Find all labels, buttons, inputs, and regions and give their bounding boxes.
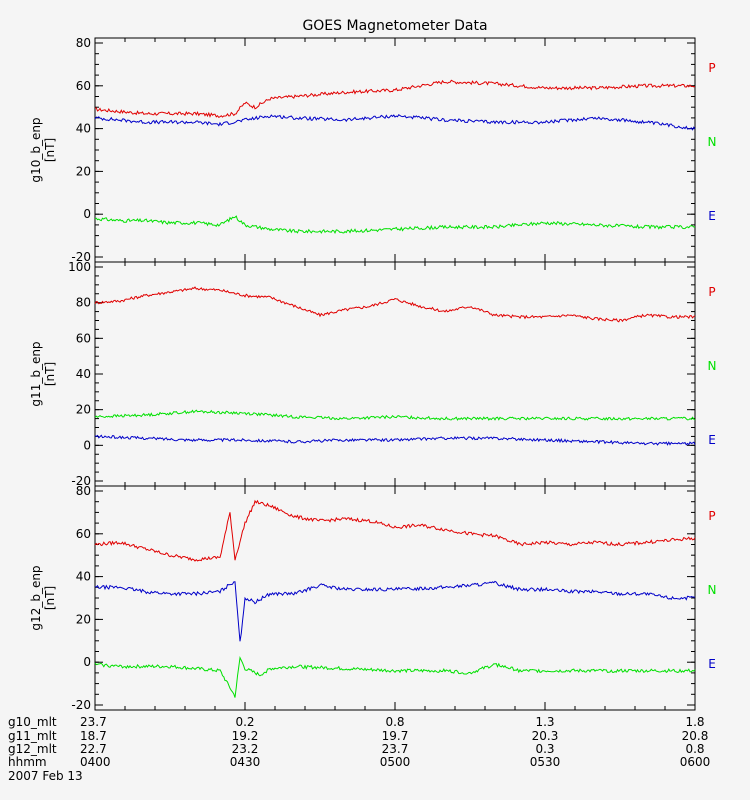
y-axis-unit: [nT] xyxy=(43,586,57,610)
y-tick-label: 60 xyxy=(76,331,91,345)
x-tick-label: 19.7 xyxy=(382,729,409,743)
y-tick-label: 60 xyxy=(76,527,91,541)
legend-entry-E: E xyxy=(708,657,716,671)
x-tick-label: 0600 xyxy=(680,755,711,769)
y-tick-label: 20 xyxy=(76,403,91,417)
legend-entry-E: E xyxy=(708,209,716,223)
y-tick-label: 40 xyxy=(76,367,91,381)
x-tick-label: 0.8 xyxy=(385,715,404,729)
y-tick-label: 20 xyxy=(76,164,91,178)
legend-entry-N: N xyxy=(708,135,717,149)
x-tick-label: 0500 xyxy=(380,755,411,769)
x-row-label: g11_mlt xyxy=(8,729,57,743)
x-tick-label: 1.3 xyxy=(535,715,554,729)
y-tick-label: 0 xyxy=(83,207,91,221)
x-tick-label: 0530 xyxy=(530,755,561,769)
legend-entry-P: P xyxy=(708,61,715,75)
y-tick-label: 80 xyxy=(76,484,91,498)
legend-entry-P: P xyxy=(708,285,715,299)
legend-entry-P: P xyxy=(708,509,715,523)
x-row-label: hhmm xyxy=(8,755,47,769)
y-tick-label: 0 xyxy=(83,438,91,452)
y-tick-label: 80 xyxy=(76,296,91,310)
x-row-label: g10_mlt xyxy=(8,715,57,729)
legend-entry-N: N xyxy=(708,583,717,597)
x-tick-label: 20.3 xyxy=(532,729,559,743)
x-tick-label: 23.2 xyxy=(232,742,259,756)
y-axis-label: g12_b_enp xyxy=(29,565,43,630)
y-tick-label: 40 xyxy=(76,122,91,136)
y-tick-label: 100 xyxy=(68,260,91,274)
x-tick-label: 20.8 xyxy=(682,729,709,743)
x-tick-label: 0400 xyxy=(80,755,111,769)
legend-entry-E: E xyxy=(708,433,716,447)
date-label: 2007 Feb 13 xyxy=(8,769,83,783)
x-tick-label: 1.8 xyxy=(685,715,704,729)
y-axis-unit: [nT] xyxy=(43,138,57,162)
x-tick-label: 0.2 xyxy=(235,715,254,729)
x-tick-label: 0.8 xyxy=(685,742,704,756)
x-tick-label: 18.7 xyxy=(80,729,107,743)
x-tick-label: 23.7 xyxy=(382,742,409,756)
y-tick-label: -20 xyxy=(71,698,91,712)
y-tick-label: 40 xyxy=(76,570,91,584)
y-tick-label: 80 xyxy=(76,36,91,50)
y-tick-label: 0 xyxy=(83,655,91,669)
chart-title: GOES Magnetometer Data xyxy=(302,18,487,34)
y-axis-label: g10_b_enp xyxy=(29,117,43,182)
y-tick-label: 20 xyxy=(76,612,91,626)
x-tick-label: 19.2 xyxy=(232,729,259,743)
x-tick-label: 23.7 xyxy=(80,715,107,729)
x-row-label: g12_mlt xyxy=(8,742,57,756)
legend-entry-N: N xyxy=(708,359,717,373)
x-tick-label: 0.3 xyxy=(535,742,554,756)
x-tick-label: 0430 xyxy=(230,755,261,769)
y-axis-unit: [nT] xyxy=(43,362,57,386)
y-tick-label: 60 xyxy=(76,79,91,93)
x-tick-label: 22.7 xyxy=(80,742,107,756)
y-axis-label: g11_b_enp xyxy=(29,341,43,406)
